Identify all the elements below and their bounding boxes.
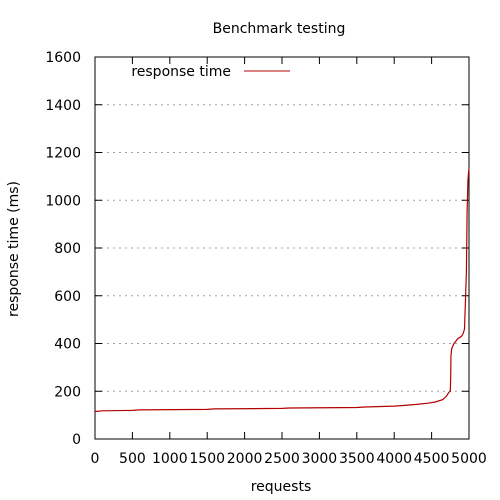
- x-tick-label: 0: [91, 451, 100, 467]
- x-tick-label: 4500: [414, 451, 450, 467]
- x-tick-label: 3000: [302, 451, 338, 467]
- y-tick-label: 1600: [45, 50, 81, 66]
- x-tick-label: 500: [119, 451, 146, 467]
- x-axis: 0 500 1000 1500 2000 2500 3000 3500 4000 4500 5000: [91, 57, 487, 467]
- y-tick-label: 1200: [45, 146, 81, 162]
- x-tick-label: 1500: [189, 451, 225, 467]
- x-tick-label: 1000: [152, 451, 188, 467]
- y-tick-label: 400: [54, 337, 81, 353]
- series-line-response-time: [94, 169, 470, 413]
- y-tick-label: 0: [72, 432, 81, 448]
- chart-title: Benchmark testing: [213, 21, 346, 37]
- y-tick-label: 1400: [45, 98, 81, 114]
- x-tick-label: 2500: [264, 451, 300, 467]
- grid-lines: [95, 104, 469, 392]
- series-layer: [94, 169, 470, 413]
- x-axis-label: requests: [251, 479, 312, 495]
- y-tick-label: 800: [54, 241, 81, 257]
- x-tick-label: 4000: [376, 451, 412, 467]
- y-tick-label: 1000: [45, 193, 81, 209]
- y-axis-label: response time (ms): [6, 181, 22, 317]
- legend-label: response time: [131, 64, 231, 80]
- x-tick-label: 3500: [339, 451, 375, 467]
- y-axis: 0 200 400 600 800 1000 1200 1400 1600: [45, 50, 469, 448]
- x-tick-label: 5000: [451, 451, 487, 467]
- y-tick-label: 200: [54, 384, 81, 400]
- legend: response time: [131, 64, 290, 80]
- y-tick-label: 600: [54, 289, 81, 305]
- x-tick-label: 2000: [227, 451, 263, 467]
